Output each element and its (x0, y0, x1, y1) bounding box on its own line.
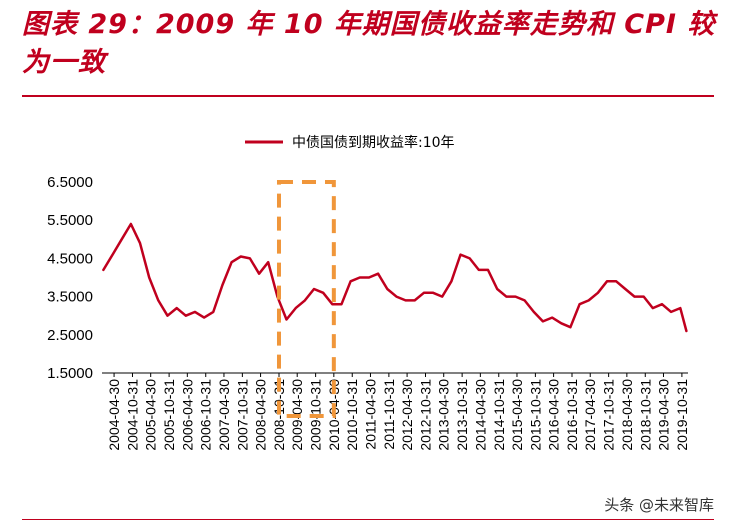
chart-title: 图表 29：2009 年 10 年期国债收益率走势和 CPI 较为一致 (22, 9, 716, 78)
x-tick-label: 2014-10-31 (491, 379, 507, 451)
x-tick-label: 2007-04-30 (216, 379, 232, 451)
highlight-box (276, 180, 336, 418)
x-tick-label: 2012-10-31 (418, 379, 434, 451)
x-tick-label: 2019-04-30 (655, 379, 671, 451)
x-tick-label: 2018-10-31 (637, 379, 653, 451)
y-tick-label: 2.5000 (47, 327, 93, 344)
x-tick-label: 2005-04-30 (143, 379, 159, 451)
x-tick-label: 2006-10-31 (198, 379, 214, 451)
x-tick-label: 2015-04-30 (509, 379, 525, 451)
x-tick-label: 2007-10-31 (234, 379, 250, 451)
x-tick-label: 2014-04-30 (472, 379, 488, 451)
x-tick-label: 2017-10-31 (601, 379, 617, 451)
x-tick-label: 2011-04-30 (362, 379, 378, 450)
x-tick-label: 2019-10-31 (674, 379, 690, 451)
x-tick-label: 2018-04-30 (619, 379, 635, 451)
y-tick-label: 1.5000 (47, 365, 93, 382)
x-tick-label: 2004-04-30 (106, 379, 122, 451)
x-tick-label: 2006-04-30 (179, 379, 195, 451)
x-tick-label: 2016-04-30 (546, 379, 562, 451)
highlight-rect (276, 180, 336, 418)
y-tick-label: 6.5000 (47, 174, 93, 191)
series-line (102, 222, 688, 333)
x-tick-label: 2012-04-30 (399, 379, 415, 451)
y-tick-label: 3.5000 (47, 289, 93, 306)
legend: 中债国债到期收益率:10年 (245, 134, 455, 151)
bottom-divider (22, 519, 714, 520)
title-divider (22, 95, 714, 97)
x-tick-label: 2017-04-30 (582, 379, 598, 451)
x-tick-label: 2011-10-31 (381, 379, 397, 450)
x-tick-label: 2008-04-30 (253, 379, 269, 451)
x-tick-label: 2008-10-31 (271, 379, 287, 451)
x-tick-label: 2016-10-31 (564, 379, 580, 451)
y-tick-label: 4.5000 (47, 250, 93, 267)
x-tick-label: 2005-10-31 (161, 379, 177, 451)
y-tick-label: 5.5000 (47, 212, 93, 229)
x-tick-label: 2010-10-31 (344, 379, 360, 451)
x-tick-label: 2013-10-31 (454, 379, 470, 451)
watermark: 头条 @未来智库 (604, 496, 714, 514)
x-axis: 2004-04-30 2004-10-31 2005-04-30 2005-10-31… (106, 373, 690, 451)
plot-area (102, 222, 688, 333)
x-tick-label: 2013-04-30 (436, 379, 452, 451)
x-tick-label: 2004-10-31 (124, 379, 140, 451)
legend-label: 中债国债到期收益率:10年 (292, 134, 455, 151)
x-tick-label: 2015-10-31 (527, 379, 543, 451)
